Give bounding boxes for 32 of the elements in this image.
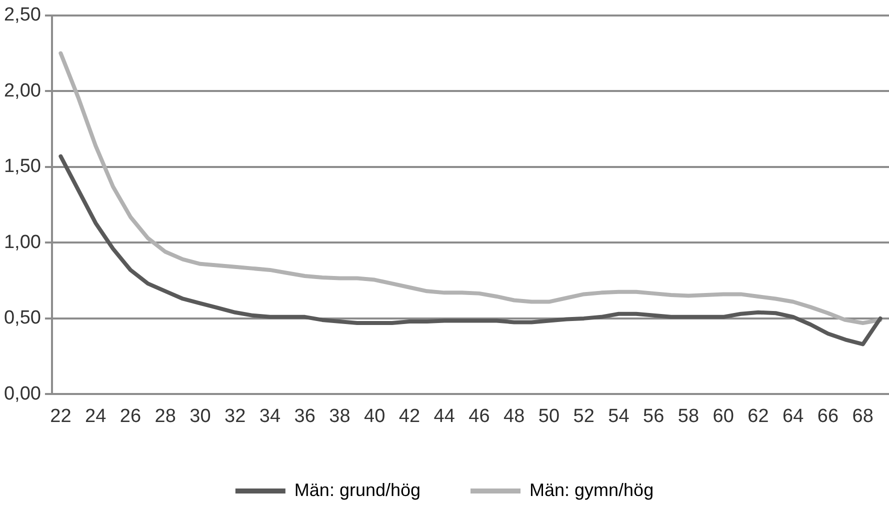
y-tick-label: 2,50: [4, 4, 41, 26]
x-tick-label: 42: [398, 406, 420, 427]
x-tick-label: 36: [294, 406, 316, 427]
x-tick-label: 66: [817, 406, 839, 427]
x-tick-label: 22: [50, 406, 72, 427]
x-tick-label: 28: [154, 406, 176, 427]
x-tick-label: 60: [712, 406, 734, 427]
legend-label: Män: gymn/hög: [530, 480, 654, 500]
y-tick-label: 0,50: [4, 308, 41, 329]
x-tick-label: 34: [259, 406, 281, 427]
x-tick-label: 44: [434, 406, 456, 427]
x-tick-label: 62: [748, 406, 769, 427]
x-tick-label: 50: [538, 406, 560, 427]
x-tick-label: 54: [608, 406, 630, 427]
x-tick-label: 38: [329, 406, 350, 427]
x-tick-label: 64: [782, 406, 804, 427]
x-tick-label: 58: [678, 406, 700, 427]
y-tick-label: 2,00: [4, 80, 41, 102]
x-tick-label: 40: [364, 406, 386, 427]
x-tick-label: 30: [190, 406, 211, 427]
x-tick-label: 46: [468, 406, 490, 427]
x-tick-label: 56: [643, 406, 664, 427]
x-tick-label: 32: [224, 406, 246, 427]
legend-label: Män: grund/hög: [294, 480, 421, 500]
y-tick-label: 0,00: [4, 383, 41, 404]
x-tick-label: 26: [120, 406, 142, 427]
x-tick-label: 24: [85, 406, 107, 427]
x-tick-label: 68: [852, 406, 874, 427]
y-tick-label: 1,00: [4, 232, 41, 253]
x-tick-label: 48: [504, 406, 525, 427]
y-tick-label: 1,50: [4, 156, 41, 178]
x-tick-label: 52: [573, 406, 594, 427]
